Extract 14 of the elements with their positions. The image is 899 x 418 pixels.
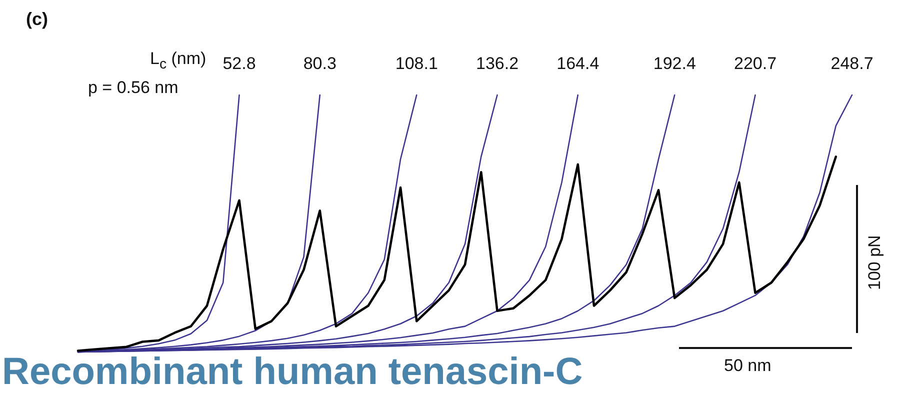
series-label: 80.3 [303, 54, 336, 73]
series-label: 192.4 [653, 54, 696, 73]
text: 50 nm [724, 356, 772, 376]
text: (c) [26, 9, 48, 30]
text: L$_{c}$ (nm) [150, 49, 206, 73]
series-label: 108.1 [395, 54, 438, 73]
annotation: p = 0.56 nm [88, 78, 178, 98]
annotation: Recombinant human tenascin-C [2, 351, 583, 394]
series-label: 220.7 [734, 54, 777, 73]
series-label: 136.2 [476, 54, 519, 73]
series-label: 248.7 [830, 54, 874, 73]
text: 100 pN [865, 235, 885, 290]
series-label: 164.4 [556, 54, 600, 73]
series-label: 52.8 [222, 54, 256, 73]
